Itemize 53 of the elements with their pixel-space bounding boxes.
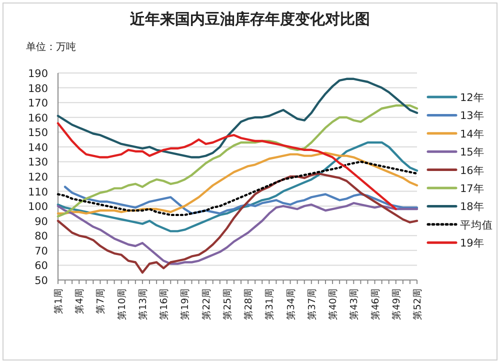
x-tick-label: 第31周 (264, 288, 276, 320)
legend-label: 12年 (460, 92, 484, 104)
x-tick-label: 第40周 (327, 288, 340, 320)
x-tick-label: 第25周 (221, 288, 234, 320)
y-tick-label: 90 (34, 216, 48, 228)
y-tick-label: 130 (28, 156, 48, 169)
x-tick-label: 第4周 (74, 288, 86, 314)
x-tick-label: 第13周 (136, 288, 149, 320)
x-tick-label: 第46周 (369, 288, 382, 320)
y-tick-label: 50 (34, 275, 48, 287)
legend-label: 16年 (460, 164, 484, 177)
y-axis-title: 单位：万吨 (26, 41, 76, 53)
legend-label: 15年 (460, 146, 484, 159)
x-tick-label: 第34周 (284, 288, 297, 320)
y-tick-label: 140 (28, 142, 48, 154)
line-series (56, 122, 397, 210)
x-tick-label: 第10周 (116, 288, 128, 320)
y-tick-label: 190 (28, 68, 48, 80)
x-tick-label: 第7周 (94, 288, 107, 314)
line-series (56, 202, 418, 265)
legend-label: 13年 (460, 110, 484, 122)
x-tick-label: 第22周 (200, 288, 212, 320)
y-tick-label: 70 (34, 245, 48, 258)
line-series (56, 78, 418, 158)
y-tick-label: 60 (34, 260, 48, 272)
line-series (56, 104, 418, 218)
x-tick-label: 第19周 (179, 288, 192, 320)
x-tick-label: 第37周 (306, 288, 318, 320)
legend-label: 14年 (460, 128, 484, 140)
line-series (56, 172, 418, 274)
x-tick-label: 第49周 (390, 288, 402, 320)
y-tick-label: 110 (28, 186, 48, 198)
chart-title: 近年来国内豆油库存年度变化对比图 (129, 10, 370, 28)
x-tick-label: 第52周 (412, 288, 424, 320)
legend-label: 平均值 (460, 219, 493, 232)
x-tick-label: 第1周 (52, 288, 64, 314)
y-tick-label: 170 (28, 98, 48, 110)
line-series (64, 186, 418, 215)
y-tick-label: 180 (28, 82, 48, 95)
line-series (56, 152, 418, 215)
y-tick-label: 160 (28, 112, 48, 124)
x-tick-label: 第16周 (158, 288, 170, 320)
line-series (56, 160, 418, 216)
y-tick-label: 120 (28, 172, 48, 184)
y-tick-label: 150 (28, 127, 48, 140)
y-tick-label: 100 (28, 201, 48, 214)
x-tick-label: 第28周 (242, 288, 255, 320)
y-tick-label: 80 (34, 230, 48, 243)
legend-label: 19年 (460, 238, 484, 250)
legend-label: 17年 (460, 183, 484, 195)
legend-label: 18年 (460, 201, 484, 214)
x-tick-label: 第43周 (348, 288, 360, 320)
line-series (56, 141, 418, 232)
